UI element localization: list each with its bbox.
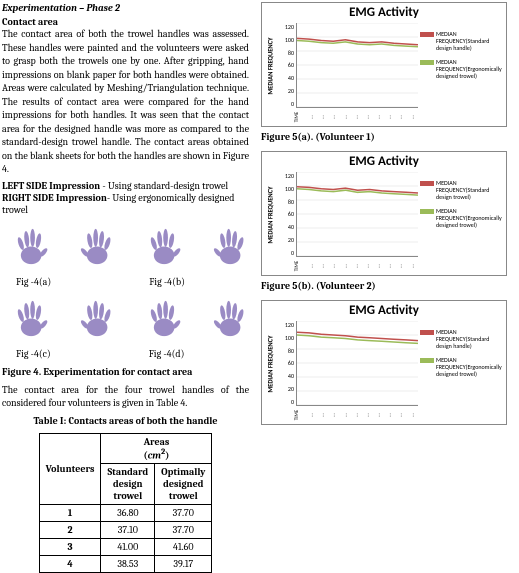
fig-4b-label: Fig -4(b) bbox=[149, 276, 185, 288]
chart-title: EMG Activity bbox=[262, 154, 506, 169]
hand-4a-left bbox=[12, 222, 50, 274]
chart-xticks: TIME………………………… bbox=[296, 259, 418, 273]
chart-ylabel: MEDIAN FREQUENCY bbox=[267, 335, 275, 392]
chart-caption: Figure 5(a). (Volunteer 1) bbox=[261, 131, 517, 143]
table-row: 136.8037.70 bbox=[39, 504, 212, 521]
chart-caption: Figure 5(b). (Volunteer 2) bbox=[261, 280, 517, 292]
hand-4d-left bbox=[145, 294, 183, 346]
chart-legend: MEDIAN FREQUENCY(Standard design handle)… bbox=[420, 31, 504, 86]
chart-plot bbox=[296, 321, 418, 406]
table-row: 438.5339.17 bbox=[39, 555, 212, 572]
emg-chart: EMG Activity MEDIAN FREQUENCY 1201008060… bbox=[261, 151, 507, 276]
left-side-line: LEFT SIDE Impression - Using standard-de… bbox=[2, 180, 249, 192]
emg-chart: EMG Activity MEDIAN FREQUENCY 1201008060… bbox=[261, 2, 507, 127]
right-side-line: RIGHT SIDE Impression- Using ergonomical… bbox=[2, 192, 249, 216]
chart-title: EMG Activity bbox=[262, 5, 506, 20]
chart-title: EMG Activity bbox=[262, 303, 506, 318]
chart-legend: MEDIAN FREQUENCY(Standard design handle)… bbox=[420, 329, 504, 384]
chart-plot bbox=[296, 172, 418, 257]
emg-chart: EMG Activity MEDIAN FREQUENCY 1201008060… bbox=[261, 300, 507, 425]
chart-ylabel: MEDIAN FREQUENCY bbox=[267, 37, 275, 94]
cap-row-2: Fig -4(c) Fig -4(d) bbox=[16, 348, 249, 360]
hand-row-2 bbox=[12, 294, 249, 346]
hand-4a-right bbox=[78, 222, 116, 274]
right-column: EMG Activity MEDIAN FREQUENCY 1201008060… bbox=[255, 0, 519, 571]
fig-4c-label: Fig -4(c) bbox=[16, 348, 51, 360]
hand-4b-left bbox=[145, 222, 183, 274]
phase-title: Experimentation – Phase 2 bbox=[2, 2, 249, 14]
th-volunteers: Volunteers bbox=[39, 433, 101, 504]
table-body: 136.8037.70237.1037.70341.0041.60438.533… bbox=[39, 504, 212, 572]
fig-4d-label: Fig -4(d) bbox=[149, 348, 185, 360]
body-2: The contact area for the four trowel han… bbox=[2, 384, 249, 411]
chart-yticks: 120100806040200 bbox=[278, 172, 294, 257]
th-standard: Standarddesigntrowel bbox=[101, 463, 155, 504]
hand-4d-right bbox=[211, 294, 249, 346]
table-header-row-1: Volunteers Areas(cm2) bbox=[39, 433, 212, 463]
figure-4-title: Figure 4. Experimentation for contact ar… bbox=[2, 366, 249, 378]
th-optimal: Optimallydesignedtrowel bbox=[155, 463, 212, 504]
left-column: Experimentation – Phase 2 Contact area T… bbox=[0, 0, 255, 571]
chart-xticks: TIME………………………… bbox=[296, 110, 418, 124]
chart-legend: MEDIAN FREQUENCY(Standard design trowel)… bbox=[420, 180, 504, 235]
fig-4a-label: Fig -4(a) bbox=[16, 276, 51, 288]
hand-4c-right bbox=[78, 294, 116, 346]
chart-ylabel: MEDIAN FREQUENCY bbox=[267, 186, 275, 243]
table-row: 237.1037.70 bbox=[39, 521, 212, 538]
hand-4c-left bbox=[12, 294, 50, 346]
hand-row-1 bbox=[12, 222, 249, 274]
contact-area-table: Volunteers Areas(cm2) Standarddesigntrow… bbox=[39, 433, 213, 573]
th-areas: Areas(cm2) bbox=[101, 433, 212, 463]
chart-plot bbox=[296, 23, 418, 108]
cap-row-1: Fig -4(a) Fig -4(b) bbox=[16, 276, 249, 288]
hand-4b-right bbox=[211, 222, 249, 274]
table-row: 341.0041.60 bbox=[39, 538, 212, 555]
chart-yticks: 120100806040200 bbox=[278, 23, 294, 108]
chart-yticks: 120100806040200 bbox=[278, 321, 294, 406]
table-title: Table I: Contacts areas of both the hand… bbox=[2, 415, 249, 427]
body-1: The contact area of both the trowel hand… bbox=[2, 28, 249, 177]
section-title: Contact area bbox=[2, 16, 249, 28]
chart-xticks: TIME………………………… bbox=[296, 408, 418, 422]
